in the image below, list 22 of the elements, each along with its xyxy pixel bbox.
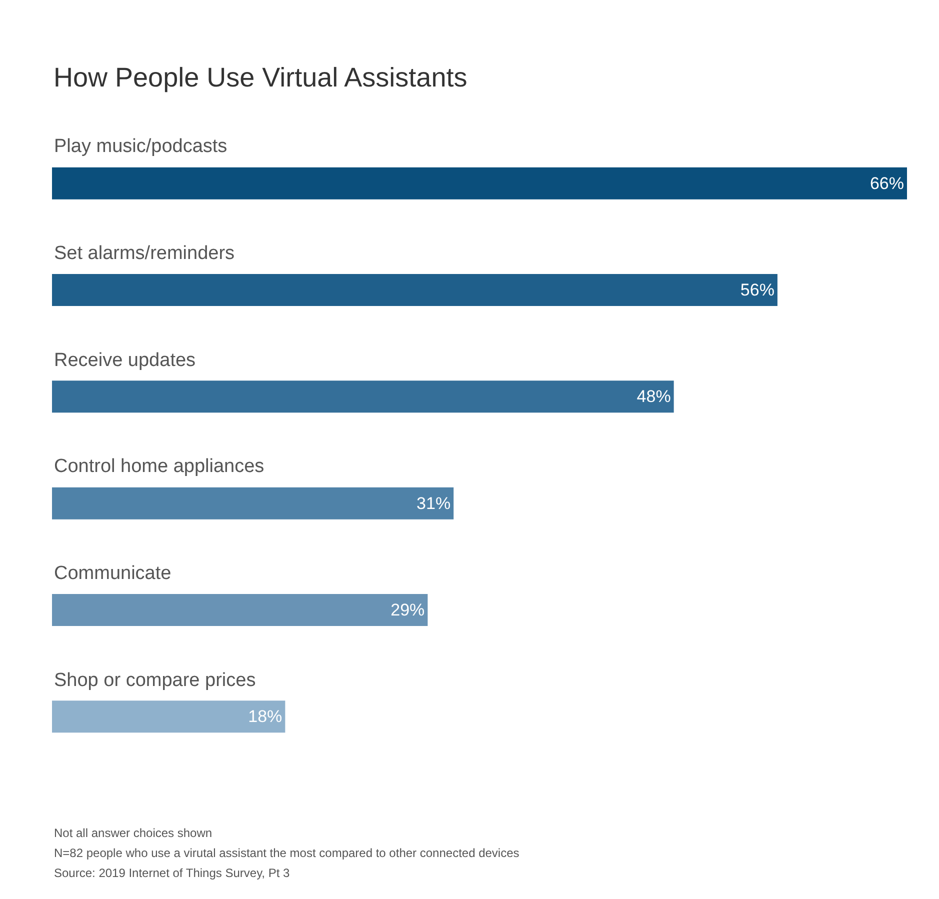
- bar: [52, 700, 286, 733]
- y-tick-label: Play music/podcasts: [54, 136, 228, 157]
- y-tick-label: Receive updates: [54, 350, 196, 371]
- chart-title: How People Use Virtual Assistants: [54, 62, 468, 92]
- bar: [52, 167, 907, 200]
- source-note: Source: 2019 Internet of Things Survey, Pt 3: [54, 866, 290, 880]
- bar: [52, 487, 454, 520]
- data-label: 29%: [390, 600, 425, 620]
- data-label: 31%: [416, 494, 451, 513]
- data-label: 56%: [740, 280, 774, 300]
- bar: [52, 594, 428, 626]
- y-tick-label: Shop or compare prices: [54, 670, 256, 691]
- data-label: 18%: [248, 707, 282, 726]
- y-tick-label: Set alarms/reminders: [54, 243, 235, 264]
- data-label: 48%: [636, 387, 671, 406]
- bar: [52, 274, 778, 306]
- y-tick-label: Communicate: [54, 563, 172, 584]
- bar: [52, 380, 674, 413]
- text: Not all answer choices shown: [54, 826, 212, 840]
- y-tick-label: Control home appliances: [54, 456, 264, 477]
- data-label: 66%: [870, 174, 904, 193]
- text: N=82 people who use a virutal assistant the most compared to other connected devices: [54, 846, 520, 860]
